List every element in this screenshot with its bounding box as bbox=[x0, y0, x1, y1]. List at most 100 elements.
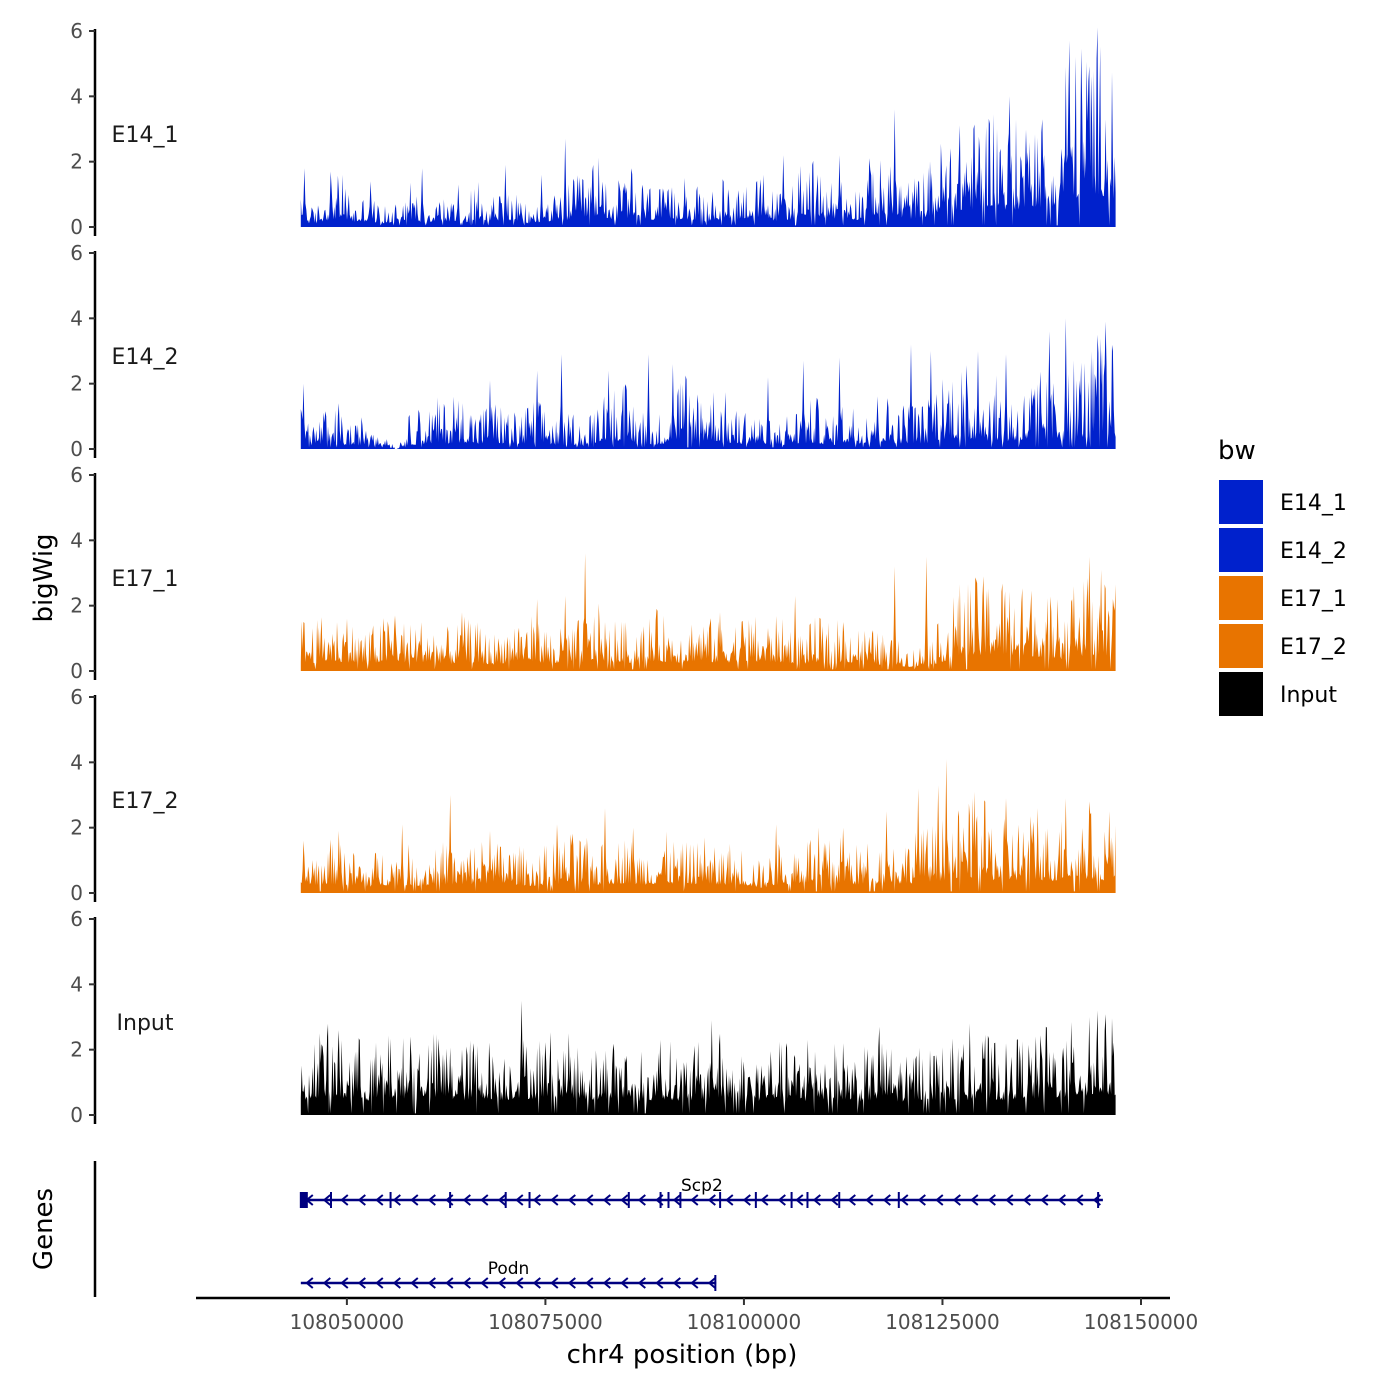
strand-arrow bbox=[1075, 1194, 1084, 1206]
track-input: 0 2 4 6 Input bbox=[70, 907, 1116, 1127]
legend-label: Input bbox=[1280, 683, 1337, 708]
gene-label: Podn bbox=[488, 1259, 530, 1279]
x-tick-label: 108050000 bbox=[290, 1310, 405, 1334]
strand-arrow bbox=[567, 1194, 576, 1206]
strand-arrow bbox=[970, 1194, 979, 1206]
track-label: E17_2 bbox=[112, 789, 179, 814]
strand-arrow bbox=[497, 1194, 506, 1206]
y-tick-label: 4 bbox=[70, 528, 83, 552]
legend-swatch bbox=[1219, 480, 1263, 524]
bigwig-tracks: 0 2 4 6 E14_1 0 2 4 6 E14_2 0 2 4 6 E17_1 0 2 4 6 E17_2 0 2 4 6… bbox=[70, 19, 1116, 1127]
strand-arrow bbox=[917, 1194, 926, 1206]
strand-arrow bbox=[550, 1194, 559, 1206]
strand-arrow bbox=[777, 1194, 786, 1206]
strand-arrow bbox=[847, 1194, 856, 1206]
strand-arrow bbox=[952, 1194, 961, 1206]
strand-arrow bbox=[620, 1194, 629, 1206]
strand-arrow bbox=[532, 1277, 541, 1289]
strand-arrow bbox=[392, 1194, 401, 1206]
strand-arrow bbox=[637, 1194, 646, 1206]
y-tick-label: 6 bbox=[70, 685, 83, 709]
y-tick-label: 6 bbox=[70, 463, 83, 487]
strand-arrow bbox=[427, 1194, 436, 1206]
track-label: E17_1 bbox=[112, 567, 179, 592]
strand-arrow bbox=[725, 1194, 734, 1206]
strand-arrow bbox=[1005, 1194, 1014, 1206]
legend-label: E17_1 bbox=[1280, 587, 1347, 612]
strand-arrow bbox=[1022, 1194, 1031, 1206]
strand-arrow bbox=[410, 1277, 419, 1289]
track-e17-2: 0 2 4 6 E17_2 bbox=[70, 685, 1116, 905]
y-tick-label: 4 bbox=[70, 306, 83, 330]
strand-arrow bbox=[585, 1277, 594, 1289]
y-tick-label: 4 bbox=[70, 84, 83, 108]
y-tick-label: 0 bbox=[70, 659, 83, 683]
strand-arrow bbox=[550, 1277, 559, 1289]
strand-arrow bbox=[1040, 1194, 1049, 1206]
legend-label: E14_1 bbox=[1280, 491, 1347, 516]
strand-arrow bbox=[987, 1194, 996, 1206]
strand-arrow bbox=[357, 1277, 366, 1289]
strand-arrow bbox=[602, 1194, 611, 1206]
y-tick-label: 0 bbox=[70, 881, 83, 905]
strand-arrow bbox=[672, 1194, 681, 1206]
y-tick-label: 6 bbox=[70, 19, 83, 43]
strand-arrow bbox=[427, 1277, 436, 1289]
legend-title: bw bbox=[1218, 436, 1256, 466]
strand-arrow bbox=[322, 1277, 331, 1289]
strand-arrow bbox=[655, 1277, 664, 1289]
strand-arrow bbox=[340, 1194, 349, 1206]
x-axis-title: chr4 position (bp) bbox=[567, 1340, 798, 1370]
track-e14-1: 0 2 4 6 E14_1 bbox=[70, 19, 1116, 239]
strand-arrow bbox=[812, 1194, 821, 1206]
strand-arrow bbox=[375, 1277, 384, 1289]
strand-arrow bbox=[305, 1277, 314, 1289]
gene-podn: Podn bbox=[300, 1259, 717, 1291]
strand-arrow bbox=[515, 1277, 524, 1289]
strand-arrow bbox=[637, 1277, 646, 1289]
y-tick-label: 0 bbox=[70, 1103, 83, 1127]
strand-arrow bbox=[480, 1194, 489, 1206]
strand-arrow bbox=[620, 1277, 629, 1289]
gene-scp2: Scp2 bbox=[299, 1176, 1103, 1208]
strand-arrow bbox=[410, 1194, 419, 1206]
strand-arrow bbox=[445, 1277, 454, 1289]
legend-swatch bbox=[1219, 528, 1263, 572]
strand-arrow bbox=[602, 1277, 611, 1289]
strand-arrow bbox=[690, 1194, 699, 1206]
strand-arrow bbox=[742, 1194, 751, 1206]
legend-label: E17_2 bbox=[1280, 635, 1347, 660]
coverage-area bbox=[300, 1000, 1116, 1115]
strand-arrow bbox=[865, 1194, 874, 1206]
track-label: E14_1 bbox=[112, 123, 179, 148]
track-label: E14_2 bbox=[112, 345, 179, 370]
legend: bw E14_1 E14_2 E17_1 E17_2 Input bbox=[1218, 436, 1347, 716]
track-e17-1: 0 2 4 6 E17_1 bbox=[70, 463, 1116, 683]
genes-panel: Scp2 Podn bbox=[93, 1161, 1103, 1297]
track-e14-2: 0 2 4 6 E14_2 bbox=[70, 241, 1116, 461]
y-tick-label: 0 bbox=[70, 215, 83, 239]
strand-arrow bbox=[707, 1194, 716, 1206]
strand-arrow bbox=[515, 1194, 524, 1206]
strand-arrow bbox=[480, 1277, 489, 1289]
genes-panel-title: Genes bbox=[29, 1188, 59, 1270]
legend-label: E14_2 bbox=[1280, 539, 1347, 564]
x-tick-label: 108125000 bbox=[885, 1310, 1000, 1334]
strand-arrow bbox=[357, 1194, 366, 1206]
coverage-area bbox=[300, 27, 1116, 227]
exon bbox=[299, 1192, 308, 1208]
y-tick-label: 2 bbox=[70, 594, 83, 618]
track-label: Input bbox=[117, 1011, 174, 1036]
legend-swatch bbox=[1219, 672, 1263, 716]
coverage-area bbox=[300, 318, 1116, 449]
strand-arrow bbox=[375, 1194, 384, 1206]
strand-arrow bbox=[567, 1277, 576, 1289]
strand-arrow bbox=[882, 1194, 891, 1206]
y-tick-label: 6 bbox=[70, 907, 83, 931]
strand-arrow bbox=[585, 1194, 594, 1206]
strand-arrow bbox=[690, 1277, 699, 1289]
y-tick-label: 2 bbox=[70, 1038, 83, 1062]
y-tick-label: 2 bbox=[70, 150, 83, 174]
y-tick-label: 4 bbox=[70, 972, 83, 996]
